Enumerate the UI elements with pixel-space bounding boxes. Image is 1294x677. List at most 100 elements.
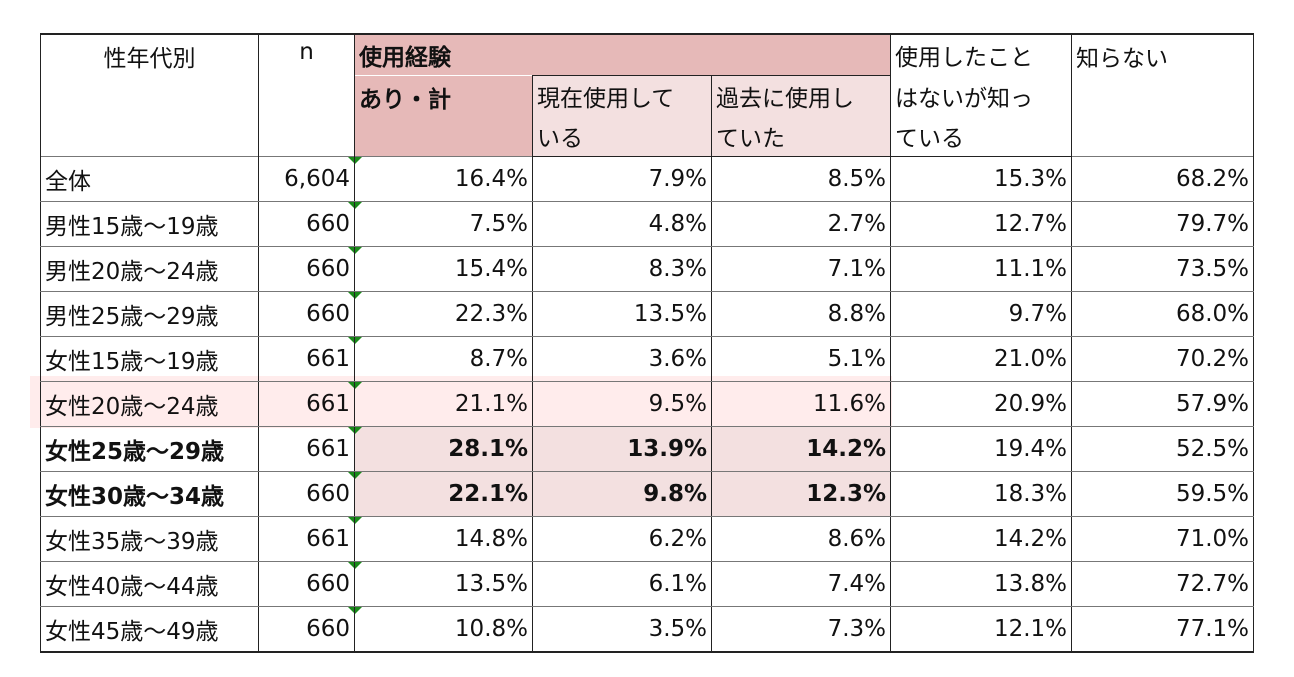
cell-n: 660: [258, 606, 355, 653]
cell-aware: 11.1%: [890, 246, 1073, 292]
header-aware-line2: はないが知っ: [890, 75, 1073, 116]
cell-past: 14.2%: [710, 426, 892, 472]
cell-current: 8.3%: [532, 246, 712, 292]
cell-experience: 28.1%: [354, 426, 533, 472]
cell-current: 3.5%: [532, 606, 712, 653]
cell-group: 男性20歳～24歳: [40, 246, 259, 292]
cell-unaware: 68.2%: [1071, 156, 1255, 202]
cell-past: 8.8%: [710, 291, 892, 337]
cell-past: 11.6%: [710, 381, 892, 427]
cell-current: 9.8%: [532, 471, 712, 517]
header-aware-line1: 使用したこと: [890, 33, 1073, 76]
cell-experience: 13.5%: [354, 561, 533, 607]
cell-group: 女性35歳～39歳: [40, 516, 259, 562]
cell-unaware: 73.5%: [1071, 246, 1255, 292]
cell-current: 13.5%: [532, 291, 712, 337]
header-group: 性年代別: [40, 33, 259, 157]
cell-unaware: 79.7%: [1071, 201, 1255, 247]
cell-experience: 21.1%: [354, 381, 533, 427]
table-row: 男性25歳～29歳 660 22.3% 13.5% 8.8% 9.7% 68.0…: [40, 291, 1255, 337]
cell-experience: 16.4%: [354, 156, 533, 202]
table-row: 女性40歳～44歳 660 13.5% 6.1% 7.4% 13.8% 72.7…: [40, 561, 1255, 607]
cell-past: 7.1%: [710, 246, 892, 292]
cell-current: 9.5%: [532, 381, 712, 427]
cell-n: 661: [258, 516, 355, 562]
table-header: 性年代別 n 使用経験 使用したこと 知らない あり・計 現在使用して 過去に使…: [40, 33, 1255, 157]
cell-past: 7.3%: [710, 606, 892, 653]
cell-current: 6.1%: [532, 561, 712, 607]
cell-current: 3.6%: [532, 336, 712, 382]
cell-experience: 14.8%: [354, 516, 533, 562]
table-row: 女性15歳～19歳 661 8.7% 3.6% 5.1% 21.0% 70.2%: [40, 336, 1255, 382]
cell-unaware: 71.0%: [1071, 516, 1255, 562]
cell-group: 男性25歳～29歳: [40, 291, 259, 337]
cell-aware: 18.3%: [890, 471, 1073, 517]
cell-group: 女性30歳～34歳: [40, 471, 259, 517]
cell-unaware: 72.7%: [1071, 561, 1255, 607]
cell-past: 8.5%: [710, 156, 892, 202]
cell-current: 13.9%: [532, 426, 712, 472]
table-row: 女性45歳～49歳 660 10.8% 3.5% 7.3% 12.1% 77.1…: [40, 606, 1255, 653]
cell-current: 6.2%: [532, 516, 712, 562]
cell-past: 12.3%: [710, 471, 892, 517]
table-row-bold: 女性25歳～29歳 661 28.1% 13.9% 14.2% 19.4% 52…: [40, 426, 1255, 472]
cell-unaware: 52.5%: [1071, 426, 1255, 472]
cell-experience: 22.3%: [354, 291, 533, 337]
table-row: 全体 6,604 16.4% 7.9% 8.5% 15.3% 68.2%: [40, 156, 1255, 202]
cell-unaware: 59.5%: [1071, 471, 1255, 517]
cell-past: 8.6%: [710, 516, 892, 562]
cell-group: 女性25歳～29歳: [40, 426, 259, 472]
cell-n: 661: [258, 336, 355, 382]
cell-aware: 15.3%: [890, 156, 1073, 202]
cell-group: 全体: [40, 156, 259, 202]
cell-experience: 7.5%: [354, 201, 533, 247]
cell-aware: 9.7%: [890, 291, 1073, 337]
cell-group: 女性15歳～19歳: [40, 336, 259, 382]
header-unaware: 知らない: [1071, 33, 1255, 157]
cell-unaware: 77.1%: [1071, 606, 1255, 653]
cell-group: 女性45歳～49歳: [40, 606, 259, 653]
cell-group: 男性15歳～19歳: [40, 201, 259, 247]
cell-current: 7.9%: [532, 156, 712, 202]
header-current-line1: 現在使用して: [532, 75, 712, 116]
cell-aware: 20.9%: [890, 381, 1073, 427]
header-aware-line3: ている: [890, 116, 1073, 157]
header-experience-line2: あり・計: [354, 75, 533, 157]
header-n: n: [258, 33, 355, 157]
cell-experience: 10.8%: [354, 606, 533, 653]
cell-n: 660: [258, 246, 355, 292]
table-row-bold: 女性30歳～34歳 660 22.1% 9.8% 12.3% 18.3% 59.…: [40, 471, 1255, 517]
cell-aware: 14.2%: [890, 516, 1073, 562]
header-past-line2: ていた: [710, 116, 892, 157]
table-row-highlighted: 女性20歳～24歳 661 21.1% 9.5% 11.6% 20.9% 57.…: [40, 381, 1255, 427]
table-row: 男性20歳～24歳 660 15.4% 8.3% 7.1% 11.1% 73.5…: [40, 246, 1255, 292]
cell-unaware: 68.0%: [1071, 291, 1255, 337]
cell-aware: 12.1%: [890, 606, 1073, 653]
survey-table: 性年代別 n 使用経験 使用したこと 知らない あり・計 現在使用して 過去に使…: [40, 33, 1255, 653]
cell-n: 661: [258, 381, 355, 427]
table-body: 全体 6,604 16.4% 7.9% 8.5% 15.3% 68.2% 男性1…: [40, 156, 1255, 653]
cell-aware: 19.4%: [890, 426, 1073, 472]
cell-n: 660: [258, 471, 355, 517]
cell-current: 4.8%: [532, 201, 712, 247]
cell-unaware: 70.2%: [1071, 336, 1255, 382]
cell-experience: 22.1%: [354, 471, 533, 517]
table-row: 男性15歳～19歳 660 7.5% 4.8% 2.7% 12.7% 79.7%: [40, 201, 1255, 247]
cell-aware: 13.8%: [890, 561, 1073, 607]
cell-aware: 12.7%: [890, 201, 1073, 247]
cell-n: 661: [258, 426, 355, 472]
cell-past: 2.7%: [710, 201, 892, 247]
cell-past: 7.4%: [710, 561, 892, 607]
table-row: 女性35歳～39歳 661 14.8% 6.2% 8.6% 14.2% 71.0…: [40, 516, 1255, 562]
header-past-line1: 過去に使用し: [710, 75, 892, 116]
cell-group: 女性40歳～44歳: [40, 561, 259, 607]
cell-unaware: 57.9%: [1071, 381, 1255, 427]
cell-n: 6,604: [258, 156, 355, 202]
cell-n: 660: [258, 561, 355, 607]
cell-group: 女性20歳～24歳: [40, 381, 259, 427]
cell-n: 660: [258, 201, 355, 247]
cell-experience: 8.7%: [354, 336, 533, 382]
header-current-line2: いる: [532, 116, 712, 157]
cell-n: 660: [258, 291, 355, 337]
cell-past: 5.1%: [710, 336, 892, 382]
